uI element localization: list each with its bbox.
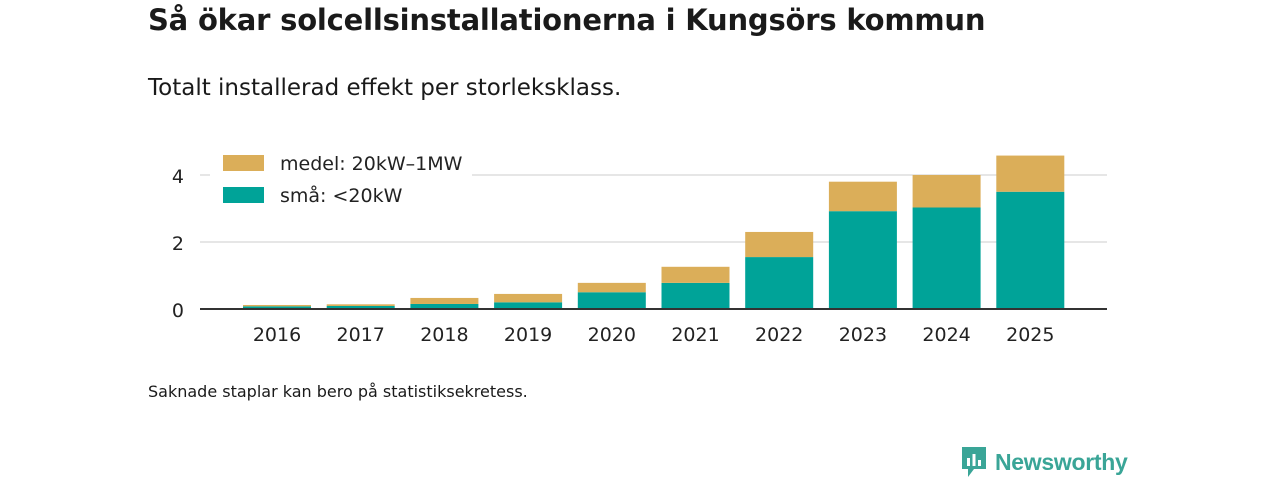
bars: [243, 155, 1065, 309]
bar-small-2017: [326, 305, 395, 309]
bar-medium-2018: [410, 297, 479, 304]
x-tick-label: 2016: [253, 324, 301, 346]
chart-title: Så ökar solcellsinstallationerna i Kungs…: [148, 3, 986, 37]
legend-label: små: <20kW: [280, 184, 403, 207]
x-tick-label: 2024: [922, 324, 970, 346]
bar-small-2018: [410, 303, 479, 309]
bar-small-2016: [243, 306, 311, 309]
stacked-bar-chart: 0 2 4 2016 2017 2018 2019 2020 2021 2022 2023 2024…: [171, 150, 1107, 346]
bar-small-2020: [577, 292, 646, 309]
legend-swatch: [223, 155, 264, 171]
bar-medium-2019: [494, 293, 563, 303]
bar-small-2022: [745, 257, 814, 309]
bar-medium-2020: [577, 282, 646, 293]
chart-subtitle: Totalt installerad effekt per storlekskl…: [148, 75, 622, 101]
bar-medium-2025: [996, 155, 1065, 192]
bar-medium-2023: [828, 181, 897, 212]
bar-medium-2024: [912, 175, 981, 208]
bar-medium-2016: [243, 304, 311, 307]
y-tick-label: 0: [172, 300, 184, 322]
x-tick-label: 2018: [420, 324, 468, 346]
bar-small-2025: [996, 191, 1065, 309]
x-tick-label: 2017: [337, 324, 385, 346]
x-tick-label: 2025: [1006, 324, 1054, 346]
x-tick-label: 2023: [839, 324, 887, 346]
newsworthy-logo: Newsworthy: [960, 445, 1128, 479]
bar-small-2023: [828, 211, 897, 309]
legend-swatch: [223, 187, 264, 203]
x-tick-label: 2021: [671, 324, 719, 346]
y-tick-label: 2: [172, 233, 184, 255]
legend-label: medel: 20kW–1MW: [280, 153, 463, 175]
y-axis-ticks: 0 2 4: [172, 166, 184, 322]
bar-small-2019: [494, 302, 563, 309]
bar-small-2024: [912, 207, 981, 309]
bar-medium-2021: [661, 266, 730, 283]
x-tick-label: 2022: [755, 324, 803, 346]
x-tick-label: 2019: [504, 324, 552, 346]
newsworthy-logo-icon: [962, 447, 986, 477]
footnote: Saknade staplar kan bero på statistiksek…: [148, 382, 528, 401]
y-tick-label: 4: [172, 166, 184, 188]
bar-small-2021: [661, 282, 730, 309]
legend: medel: 20kW–1MW små: <20kW: [210, 150, 472, 214]
bar-medium-2022: [745, 231, 814, 258]
x-tick-label: 2020: [588, 324, 636, 346]
bar-medium-2017: [326, 304, 395, 306]
newsworthy-logo-text: Newsworthy: [995, 448, 1128, 475]
x-axis-ticks: 2016 2017 2018 2019 2020 2021 2022 2023 2024 2025: [253, 324, 1055, 346]
